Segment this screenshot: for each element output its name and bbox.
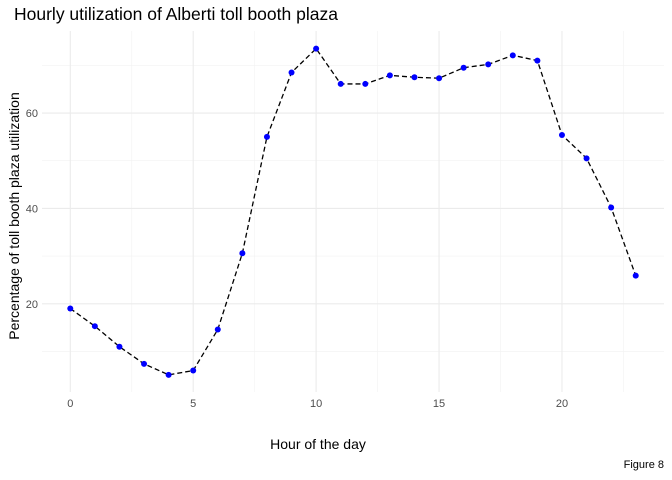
data-point [263, 133, 270, 140]
x-tick-label: 0 [67, 398, 73, 410]
x-tick-label: 5 [190, 398, 196, 410]
data-point [288, 69, 295, 76]
data-point [67, 305, 74, 312]
data-point [116, 343, 123, 350]
chart-title: Hourly utilization of Alberti toll booth… [14, 4, 338, 24]
data-points [67, 45, 639, 378]
data-point [141, 360, 148, 367]
data-point [362, 80, 369, 87]
major-gridlines [42, 31, 664, 392]
data-point [460, 64, 467, 71]
x-axis-label: Hour of the day [270, 436, 366, 452]
data-point [91, 323, 98, 330]
minor-gridlines [42, 31, 664, 392]
x-tick-label: 20 [556, 398, 568, 410]
series-line [69, 47, 637, 376]
data-point [436, 75, 443, 82]
data-point [558, 131, 565, 138]
figure-caption: Figure 8 [623, 459, 664, 471]
data-point [190, 367, 197, 374]
x-tick-labels: 0 5 10 15 20 [67, 398, 568, 410]
y-tick-label: 60 [26, 108, 38, 120]
data-point [608, 204, 615, 211]
series-line-group [69, 47, 637, 376]
x-tick-label: 10 [310, 398, 322, 410]
data-point [337, 80, 344, 87]
x-tick-label: 15 [433, 398, 445, 410]
data-point [165, 371, 172, 378]
data-point [583, 155, 590, 162]
data-point [214, 326, 221, 333]
data-point [313, 45, 320, 52]
data-point [485, 61, 492, 68]
y-tick-label: 20 [26, 299, 38, 311]
y-tick-labels: 20 40 60 [26, 108, 38, 311]
data-point [534, 57, 541, 64]
data-point [509, 52, 516, 59]
y-tick-label: 40 [26, 203, 38, 215]
data-point [386, 72, 393, 79]
data-point [632, 272, 639, 279]
data-point [411, 74, 418, 81]
data-point [239, 250, 246, 257]
